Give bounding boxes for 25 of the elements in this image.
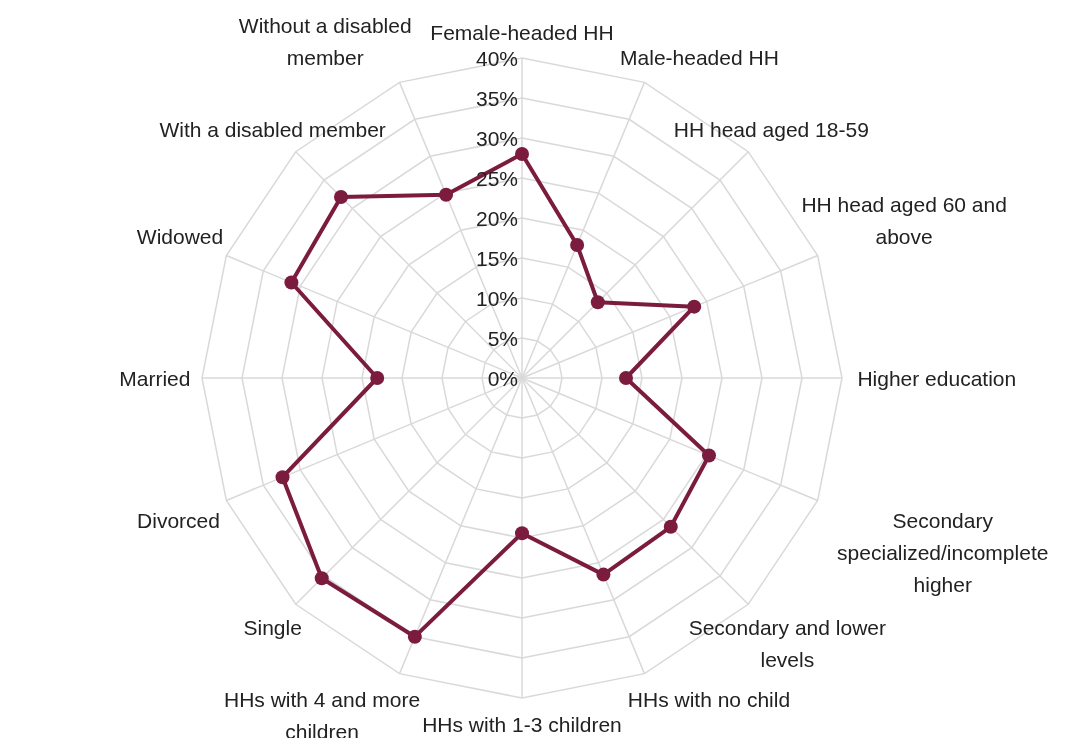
spoke-label: Divorced <box>137 508 220 532</box>
y-tick-label: 15% <box>475 246 518 270</box>
spoke-label: Widowed <box>136 224 224 248</box>
spoke-label: Female-headed HH <box>430 20 614 44</box>
spoke-label: HHs with no child <box>627 687 791 711</box>
y-tick-label: 40% <box>475 46 518 70</box>
spoke-label: Higher education <box>857 366 1017 390</box>
y-tick-label: 10% <box>475 286 518 310</box>
y-tick-label: 25% <box>475 166 518 190</box>
y-tick-label: 20% <box>475 206 518 230</box>
y-tick-label: 35% <box>475 86 518 110</box>
spoke-label: HHs with 4 and more children <box>224 687 421 742</box>
spoke-label: Secondary and lower levels <box>688 615 886 671</box>
y-tick-label: 30% <box>475 126 518 150</box>
y-tick-label: 0% <box>487 366 518 390</box>
spoke-label: Single <box>243 615 302 639</box>
y-tick-label: 5% <box>487 326 518 350</box>
spoke-label: Married <box>119 366 191 390</box>
spoke-label: Male-headed HH <box>620 45 779 69</box>
spoke-label: HH head aged 60 and above <box>801 192 1007 248</box>
spoke-label: With a disabled member <box>159 117 386 141</box>
spoke-label: HH head aged 18-59 <box>673 117 869 141</box>
spoke-label: Without a disabled member <box>238 13 412 69</box>
spoke-label: HHs with 1-3 children <box>422 712 622 736</box>
spoke-label: Secondary specialized/incomplete higher <box>837 508 1049 596</box>
